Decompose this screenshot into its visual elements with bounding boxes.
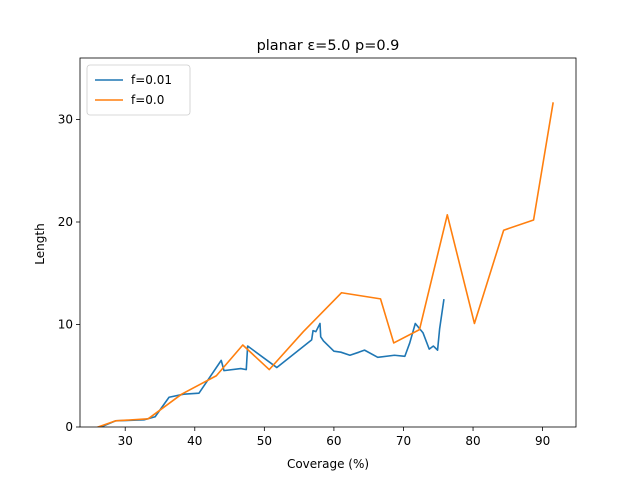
y-axis-label: Length — [33, 223, 47, 264]
legend-label-2: f=0.0 — [131, 93, 164, 107]
x-tick-label: 50 — [257, 434, 272, 448]
x-tick-label: 30 — [118, 434, 133, 448]
legend-label-1: f=0.01 — [131, 73, 172, 87]
series-line-1 — [99, 298, 445, 427]
x-tick-label: 90 — [535, 434, 550, 448]
y-tick-label: 30 — [58, 113, 73, 127]
x-tick-label: 70 — [396, 434, 411, 448]
y-tick-label: 20 — [58, 215, 73, 229]
y-tick-label: 10 — [58, 318, 73, 332]
legend: f=0.01 f=0.0 — [86, 64, 191, 116]
x-tick-label: 80 — [465, 434, 480, 448]
x-tick-label: 60 — [326, 434, 341, 448]
series-line-2 — [97, 102, 554, 427]
plot-area: 30 40 50 60 70 80 90 0 10 20 30 — [58, 57, 577, 448]
x-axis-label: Coverage (%) — [287, 457, 369, 471]
legend-box — [86, 64, 191, 116]
y-tick-label: 0 — [65, 420, 73, 434]
axes-frame — [79, 57, 577, 428]
chart-title: planar ε=5.0 p=0.9 — [257, 38, 400, 54]
x-tick-label: 40 — [187, 434, 202, 448]
